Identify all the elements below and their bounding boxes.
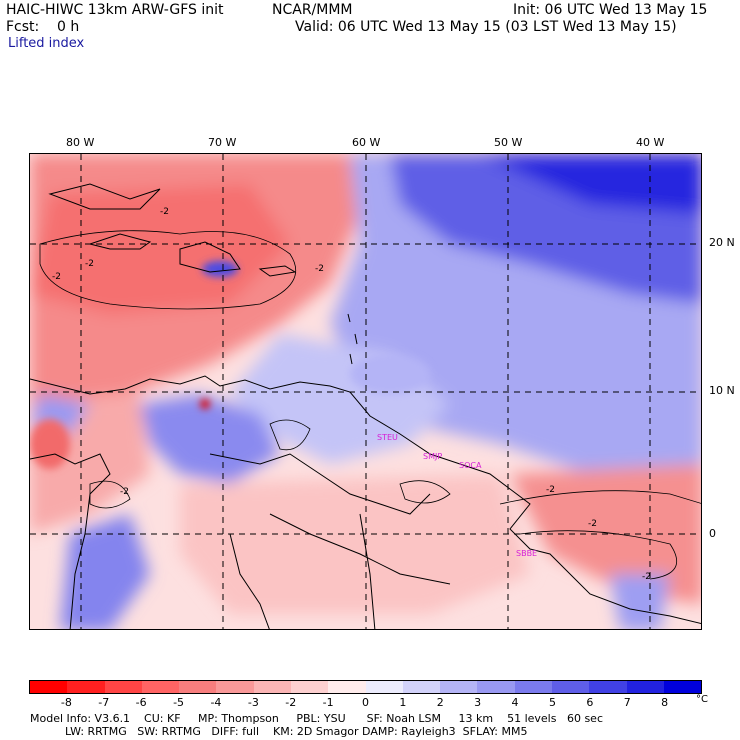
lon-label-80w: 80 W — [66, 136, 95, 149]
station-label-sbbe: SBBE — [516, 549, 538, 558]
colorbar-tick-label: 5 — [548, 696, 556, 709]
contour-label: -2 — [85, 259, 94, 269]
colorbar-tick-label: -3 — [247, 696, 259, 709]
station-label-soca: SOCA — [459, 461, 482, 470]
colorbar-segment — [216, 681, 254, 693]
contour-label: -2 — [315, 264, 324, 274]
contour-lines — [39, 230, 701, 580]
model-title: HAIC-HIWC 13km ARW-GFS init — [6, 2, 224, 18]
colorbar-segment — [440, 681, 478, 693]
colorbar-segment — [402, 681, 441, 693]
contour-label: -2 — [588, 519, 597, 529]
colorbar-segment — [328, 681, 366, 693]
colorbar-tick-label: -2 — [285, 696, 297, 709]
colorbar-tick-label: -7 — [98, 696, 110, 709]
colorbar-segment — [290, 681, 329, 693]
field-name: Lifted index — [8, 36, 85, 51]
map-panel: -2 -2 -2 -2 -2 -2 -2 -2 — [29, 153, 702, 630]
colorbar-tick-label: 1 — [399, 696, 407, 709]
colorbar-segment — [179, 681, 217, 693]
colorbar-tick-label: 4 — [511, 696, 519, 709]
colorbar-tick-label: 6 — [586, 696, 594, 709]
colorbar-segment — [477, 681, 515, 693]
lon-label-70w: 70 W — [208, 136, 237, 149]
colorbar-segment — [514, 681, 552, 693]
colorbar-unit: °C — [696, 694, 708, 705]
colorbar-segment — [104, 681, 142, 693]
colorbar-segment — [141, 681, 180, 693]
init-time: Init: 06 UTC Wed 13 May 15 — [513, 2, 708, 18]
colorbar-segment — [551, 681, 590, 693]
colorbar-tick-label: -1 — [322, 696, 334, 709]
station-label-smjp: SMJP — [423, 452, 443, 461]
station-label-steu: STEU — [377, 433, 398, 442]
colorbar-segment — [626, 681, 664, 693]
colorbar-segment — [253, 681, 291, 693]
colorbar-segment — [67, 681, 105, 693]
valid-time: Valid: 06 UTC Wed 13 May 15 (03 LST Wed … — [295, 19, 677, 35]
lon-label-50w: 50 W — [494, 136, 523, 149]
colorbar-tick-label: 7 — [623, 696, 631, 709]
colorbar — [29, 680, 702, 694]
colorbar-segment — [663, 681, 702, 693]
colorbar-tick-label: -6 — [135, 696, 147, 709]
colorbar-segment — [589, 681, 627, 693]
colorbar-tick-label: -8 — [60, 696, 72, 709]
organization-label: NCAR/MMM — [272, 2, 353, 18]
lat-label-equator: 0 — [709, 527, 716, 540]
contour-label: -2 — [52, 272, 61, 282]
contour-label: -2 — [546, 485, 555, 495]
map-svg: -2 -2 -2 -2 -2 -2 -2 -2 — [30, 154, 701, 629]
colorbar-tick-label: -4 — [210, 696, 222, 709]
colorbar-tick-label: 8 — [661, 696, 669, 709]
lon-label-40w: 40 W — [636, 136, 665, 149]
contour-label: -2 — [160, 207, 169, 217]
physics-info-line: LW: RRTMG SW: RRTMG DIFF: full KM: 2D Sm… — [30, 725, 528, 738]
lon-label-60w: 60 W — [352, 136, 381, 149]
colorbar-segment — [365, 681, 403, 693]
lat-label-10n: 10 N — [709, 384, 735, 397]
colorbar-tick-label: 2 — [436, 696, 444, 709]
colorbar-segment — [30, 681, 68, 693]
colorbar-tick-label: -5 — [173, 696, 185, 709]
lat-label-20n: 20 N — [709, 236, 735, 249]
colorbar-tick-label: 0 — [362, 696, 369, 709]
lat-lon-grid — [30, 154, 701, 629]
contour-label: -2 — [120, 487, 129, 497]
contour-label: -2 — [642, 572, 651, 582]
colorbar-tick-label: 3 — [474, 696, 482, 709]
coastlines — [30, 183, 701, 629]
model-info-line: Model Info: V3.6.1 CU: KF MP: Thompson P… — [30, 712, 603, 725]
forecast-hour: Fcst: 0 h — [6, 19, 80, 35]
